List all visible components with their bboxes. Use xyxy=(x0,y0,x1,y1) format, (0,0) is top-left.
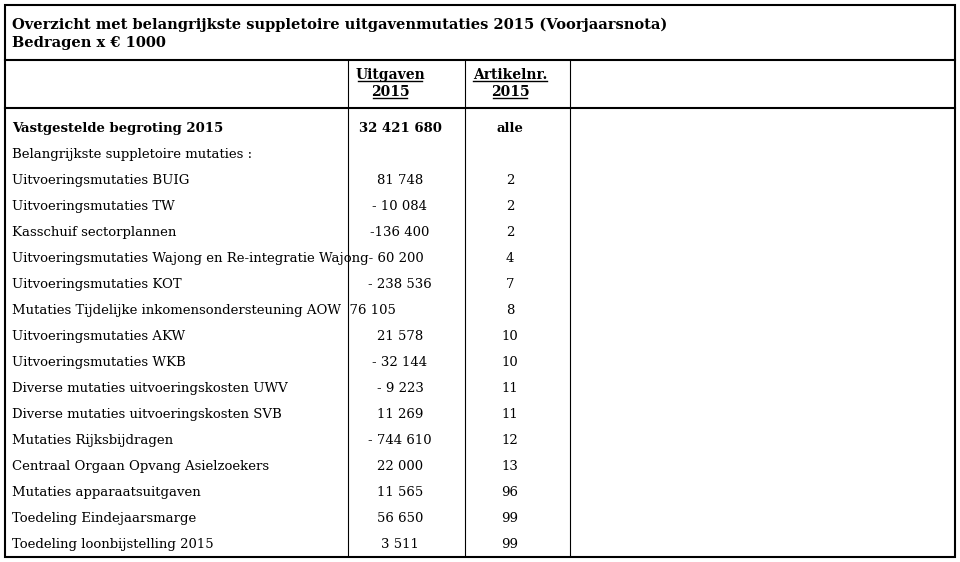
Text: 99: 99 xyxy=(501,512,518,525)
Text: - 32 144: - 32 144 xyxy=(372,356,427,369)
Text: Uitgaven: Uitgaven xyxy=(355,68,425,82)
Text: - 238 536: - 238 536 xyxy=(368,278,432,291)
Text: - 10 084: - 10 084 xyxy=(372,200,427,213)
Text: 11: 11 xyxy=(502,382,518,395)
Text: 10: 10 xyxy=(502,330,518,343)
Text: Kasschuif sectorplannen: Kasschuif sectorplannen xyxy=(12,226,177,239)
Text: Uitvoeringsmutaties Wajong en Re-integratie Wajong- 60 200: Uitvoeringsmutaties Wajong en Re-integra… xyxy=(12,252,423,265)
Text: Uitvoeringsmutaties AKW: Uitvoeringsmutaties AKW xyxy=(12,330,185,343)
Text: 13: 13 xyxy=(501,460,518,473)
Text: Uitvoeringsmutaties TW: Uitvoeringsmutaties TW xyxy=(12,200,175,213)
Text: Overzicht met belangrijkste suppletoire uitgavenmutaties 2015 (Voorjaarsnota): Overzicht met belangrijkste suppletoire … xyxy=(12,18,667,33)
Text: 99: 99 xyxy=(501,538,518,551)
Text: Bedragen x € 1000: Bedragen x € 1000 xyxy=(12,36,166,50)
Text: 22 000: 22 000 xyxy=(377,460,423,473)
Text: Mutaties apparaatsuitgaven: Mutaties apparaatsuitgaven xyxy=(12,486,201,499)
Text: 7: 7 xyxy=(506,278,515,291)
Text: 2: 2 xyxy=(506,200,515,213)
Text: Diverse mutaties uitvoeringskosten SVB: Diverse mutaties uitvoeringskosten SVB xyxy=(12,408,281,421)
Text: Uitvoeringsmutaties BUIG: Uitvoeringsmutaties BUIG xyxy=(12,174,189,187)
Text: 11: 11 xyxy=(502,408,518,421)
Text: - 744 610: - 744 610 xyxy=(369,434,432,447)
Text: 81 748: 81 748 xyxy=(377,174,423,187)
Text: 11 269: 11 269 xyxy=(377,408,423,421)
Text: Belangrijkste suppletoire mutaties :: Belangrijkste suppletoire mutaties : xyxy=(12,148,252,161)
Text: 56 650: 56 650 xyxy=(377,512,423,525)
Text: 8: 8 xyxy=(506,304,515,317)
Text: Uitvoeringsmutaties WKB: Uitvoeringsmutaties WKB xyxy=(12,356,185,369)
Text: 3 511: 3 511 xyxy=(381,538,419,551)
Text: Uitvoeringsmutaties KOT: Uitvoeringsmutaties KOT xyxy=(12,278,181,291)
Text: 2: 2 xyxy=(506,174,515,187)
Text: -136 400: -136 400 xyxy=(371,226,430,239)
Text: 96: 96 xyxy=(501,486,518,499)
Text: 4: 4 xyxy=(506,252,515,265)
Text: Mutaties Tijdelijke inkomensondersteuning AOW  76 105: Mutaties Tijdelijke inkomensondersteunin… xyxy=(12,304,396,317)
Text: 10: 10 xyxy=(502,356,518,369)
Text: Toedeling loonbijstelling 2015: Toedeling loonbijstelling 2015 xyxy=(12,538,214,551)
Text: Centraal Orgaan Opvang Asielzoekers: Centraal Orgaan Opvang Asielzoekers xyxy=(12,460,269,473)
Text: 2015: 2015 xyxy=(371,85,409,99)
Text: Mutaties Rijksbijdragen: Mutaties Rijksbijdragen xyxy=(12,434,173,447)
Text: 11 565: 11 565 xyxy=(377,486,423,499)
Text: 12: 12 xyxy=(502,434,518,447)
Text: 2: 2 xyxy=(506,226,515,239)
Text: 2015: 2015 xyxy=(491,85,529,99)
Text: - 9 223: - 9 223 xyxy=(376,382,423,395)
Text: 21 578: 21 578 xyxy=(377,330,423,343)
Text: Vastgestelde begroting 2015: Vastgestelde begroting 2015 xyxy=(12,122,224,135)
Text: alle: alle xyxy=(496,122,523,135)
Text: Toedeling Eindejaarsmarge: Toedeling Eindejaarsmarge xyxy=(12,512,196,525)
Text: 32 421 680: 32 421 680 xyxy=(359,122,442,135)
Text: Artikelnr.: Artikelnr. xyxy=(473,68,547,82)
Text: Diverse mutaties uitvoeringskosten UWV: Diverse mutaties uitvoeringskosten UWV xyxy=(12,382,288,395)
